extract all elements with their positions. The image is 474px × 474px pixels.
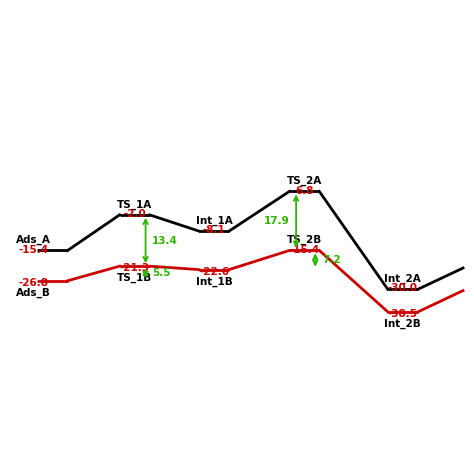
Text: Int_1A: Int_1A bbox=[196, 216, 232, 226]
Text: Int_2A: Int_2A bbox=[384, 273, 421, 284]
Text: TS_2B: TS_2B bbox=[287, 235, 322, 245]
Text: -15.4: -15.4 bbox=[289, 245, 319, 255]
Text: TS_1B: TS_1B bbox=[117, 273, 152, 283]
Text: TS_1A: TS_1A bbox=[117, 199, 152, 210]
Text: 7.2: 7.2 bbox=[322, 255, 340, 265]
Text: -21.3: -21.3 bbox=[119, 264, 150, 273]
Text: -15.4: -15.4 bbox=[18, 245, 48, 255]
Text: TS_2A: TS_2A bbox=[287, 176, 322, 186]
Text: -38.5: -38.5 bbox=[388, 309, 418, 319]
Text: Int_1B: Int_1B bbox=[196, 276, 232, 286]
Text: 17.9: 17.9 bbox=[264, 216, 290, 226]
Text: -30.0: -30.0 bbox=[388, 283, 418, 293]
Text: -26.8: -26.8 bbox=[18, 278, 48, 288]
Text: 5.5: 5.5 bbox=[152, 268, 171, 278]
Text: -22.6: -22.6 bbox=[199, 267, 229, 277]
Text: Ads_A: Ads_A bbox=[16, 235, 51, 245]
Text: 6.8: 6.8 bbox=[295, 186, 314, 196]
Text: -8.1: -8.1 bbox=[202, 225, 225, 235]
Text: -2.0: -2.0 bbox=[123, 209, 146, 219]
Text: Ads_B: Ads_B bbox=[16, 287, 51, 298]
Text: 13.4: 13.4 bbox=[152, 236, 178, 246]
Text: Int_2B: Int_2B bbox=[384, 319, 421, 329]
